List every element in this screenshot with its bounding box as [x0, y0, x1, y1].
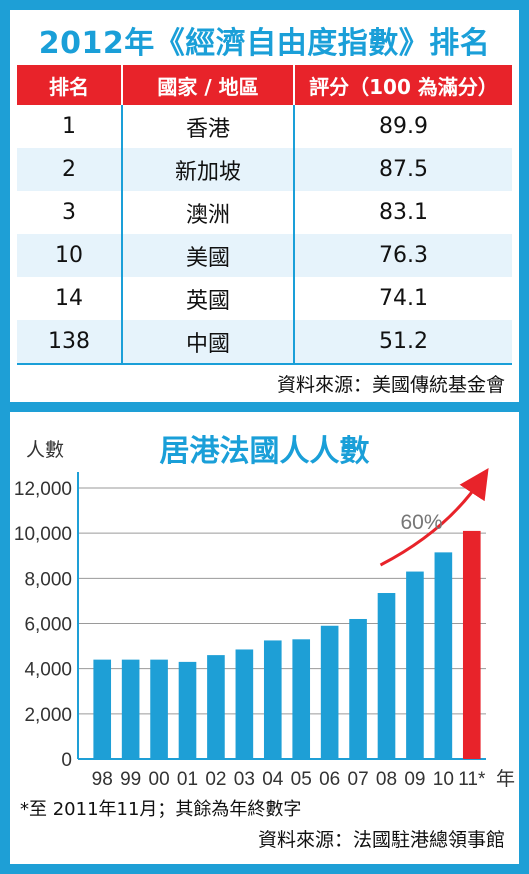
- y-tick-label: 8,000: [24, 569, 72, 590]
- header-score: 評分（100 為滿分）: [294, 65, 512, 105]
- bar: [292, 639, 311, 759]
- growth-arrow: [379, 467, 489, 567]
- ranking-table: 排名 國家 / 地區 評分（100 為滿分） 1 香港 89.9 2 新加坡 8…: [17, 65, 512, 365]
- x-tick-label: 11*: [458, 769, 486, 790]
- cell-region: 新加坡: [122, 148, 295, 191]
- x-tick-label: 05: [291, 769, 312, 790]
- bar-chart: 0 2,000 4,000 6,000 8,000 10,000 12,000 人數 98 99 0…: [14, 439, 515, 790]
- cell-region: 中國: [122, 320, 295, 365]
- cell-score: 89.9: [379, 114, 428, 139]
- cell-rank: 2: [17, 148, 123, 191]
- cell-region: 香港: [122, 105, 295, 148]
- bar: [462, 530, 481, 759]
- bar: [263, 640, 282, 759]
- cell-region: 美國: [122, 234, 295, 277]
- chart-title: 居港法國人人數: [159, 434, 370, 469]
- x-tick-label: 06: [319, 769, 340, 790]
- cell-region: 英國: [122, 277, 295, 320]
- table-row: 14 英國 74.1: [17, 277, 512, 320]
- y-axis-label: 人數: [26, 439, 64, 461]
- bar: [349, 618, 367, 759]
- x-tick-label: 02: [205, 769, 226, 790]
- x-tick-label: 08: [376, 769, 397, 790]
- cell-score: 87.5: [294, 148, 512, 191]
- chart-panel: 0 2,000 4,000 6,000 8,000 10,000 12,000 人數 98 99 0…: [10, 412, 519, 864]
- footnote: *至 2011年11月；其餘為年終數字: [20, 799, 302, 820]
- table-row: 2 新加坡 87.5: [17, 148, 512, 191]
- x-axis-label: 年: [496, 768, 515, 790]
- ranking-panel: 2012年《經濟自由度指數》排名 排名 國家 / 地區 評分（100 為滿分） …: [10, 10, 519, 402]
- cell-rank: 1: [17, 105, 123, 148]
- cell-score: 76.3: [294, 234, 512, 277]
- x-tick-label: 00: [149, 769, 170, 790]
- bar: [207, 655, 225, 759]
- x-tick-label: 10: [433, 769, 454, 790]
- bar: [320, 625, 339, 759]
- y-tick-label: 10,000: [14, 524, 72, 545]
- cell-region: 澳洲: [122, 191, 295, 234]
- bar: [150, 659, 168, 759]
- cell-score: 51.2: [294, 320, 512, 365]
- bar: [178, 661, 197, 759]
- x-tick-label: 01: [177, 769, 198, 790]
- table-row: 3 澳洲 83.1: [17, 191, 512, 234]
- cell-score: 83.1: [379, 200, 428, 225]
- table-source: 資料來源：美國傳統基金會: [276, 374, 505, 396]
- cell-rank: 138: [17, 320, 123, 365]
- table-row: 1 香港 89.9: [17, 105, 512, 148]
- x-tick-label: 04: [262, 769, 284, 790]
- x-tick-label: 09: [404, 769, 425, 790]
- x-tick-label: 07: [348, 769, 369, 790]
- y-tick-label: 4,000: [24, 660, 72, 681]
- table-row: 138 中國 51.2: [17, 320, 512, 365]
- growth-annotation: 60%: [401, 511, 443, 534]
- y-tick-label: 2,000: [24, 705, 72, 726]
- cell-rank: 14: [17, 277, 123, 320]
- cell-rank: 3: [17, 191, 123, 234]
- table-header-row: 排名 國家 / 地區 評分（100 為滿分）: [17, 65, 512, 105]
- header-rank: 排名: [17, 65, 123, 105]
- header-region: 國家 / 地區: [122, 65, 295, 105]
- y-tick-label: 0: [61, 750, 72, 771]
- y-tick-label: 6,000: [24, 615, 72, 636]
- table-title: 2012年《經濟自由度指數》排名: [38, 26, 491, 61]
- x-tick-label: 03: [234, 769, 255, 790]
- bar: [434, 552, 453, 759]
- cell-rank: 10: [17, 234, 123, 277]
- cell-score: 74.1: [379, 286, 428, 311]
- y-tick-label: 12,000: [14, 479, 72, 500]
- bar: [121, 659, 140, 759]
- x-tick-label: 98: [92, 769, 113, 790]
- bar: [93, 659, 112, 759]
- table-row: 10 美國 76.3: [17, 234, 512, 277]
- bar: [406, 571, 424, 759]
- x-tick-label: 99: [120, 769, 141, 790]
- bar: [235, 649, 254, 759]
- chart-source: 資料來源：法國駐港總領事館: [257, 829, 505, 851]
- bar: [377, 593, 396, 759]
